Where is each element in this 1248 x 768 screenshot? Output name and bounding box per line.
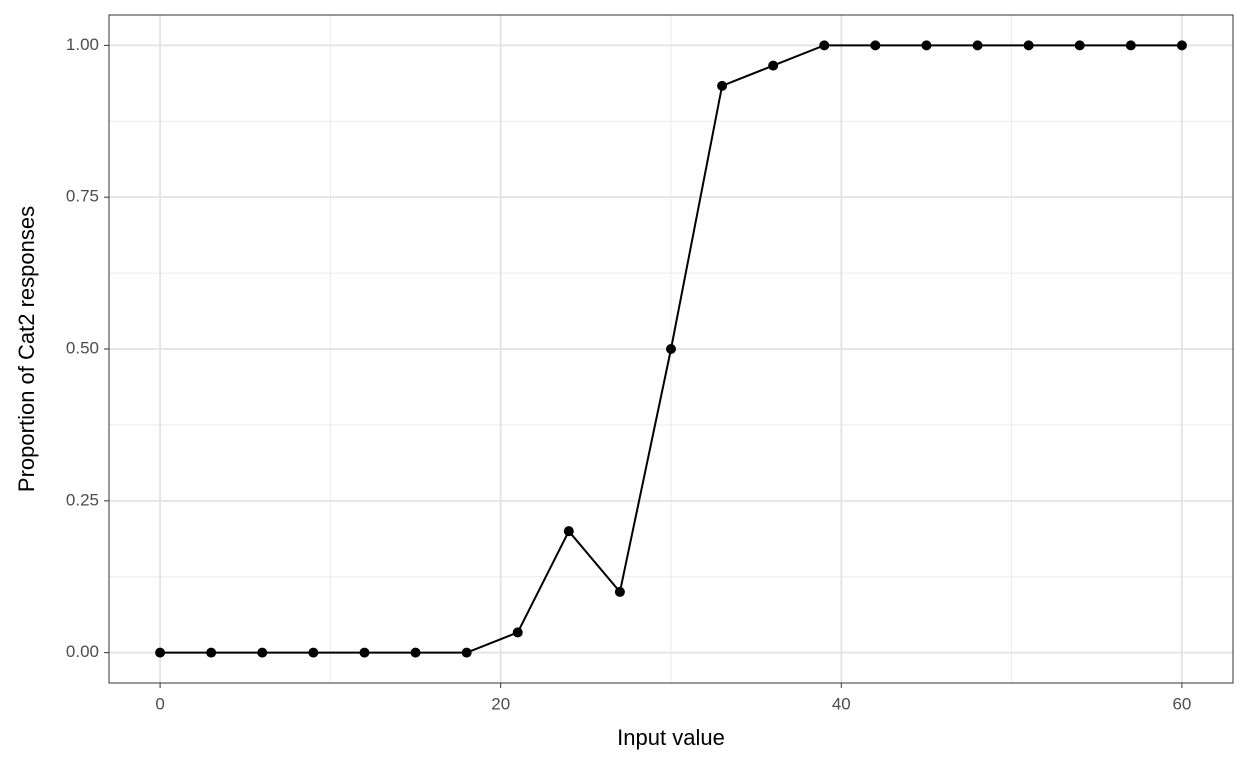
y-tick-label: 1.00: [66, 35, 99, 54]
point: [870, 40, 881, 51]
point: [768, 60, 779, 71]
x-tick-label: 0: [155, 694, 164, 713]
point: [666, 344, 676, 354]
point: [359, 647, 370, 658]
plot-border: [108, 14, 1234, 684]
x-tick-label: 60: [1172, 694, 1191, 713]
point: [257, 647, 268, 658]
x-tick-label: 20: [491, 694, 510, 713]
point: [1074, 40, 1085, 51]
point: [461, 647, 472, 658]
x-axis-title: Input value: [617, 725, 725, 750]
point: [921, 40, 932, 51]
point: [1023, 40, 1034, 51]
point: [819, 40, 830, 51]
y-tick-label: 0.25: [66, 490, 99, 509]
point: [155, 647, 166, 658]
point: [512, 627, 523, 638]
y-axis-title: Proportion of Cat2 responses: [14, 206, 39, 492]
point: [717, 80, 728, 91]
point: [614, 586, 625, 597]
point: [972, 40, 983, 51]
point: [1176, 40, 1187, 51]
point: [563, 526, 574, 537]
y-tick-label: 0.50: [66, 338, 99, 357]
point: [410, 647, 421, 658]
point: [206, 647, 217, 658]
point: [1125, 40, 1136, 51]
y-tick-label: 0.75: [66, 187, 99, 206]
point: [308, 647, 319, 658]
y-tick-label: 0.00: [66, 642, 99, 661]
x-tick-label: 40: [832, 694, 851, 713]
